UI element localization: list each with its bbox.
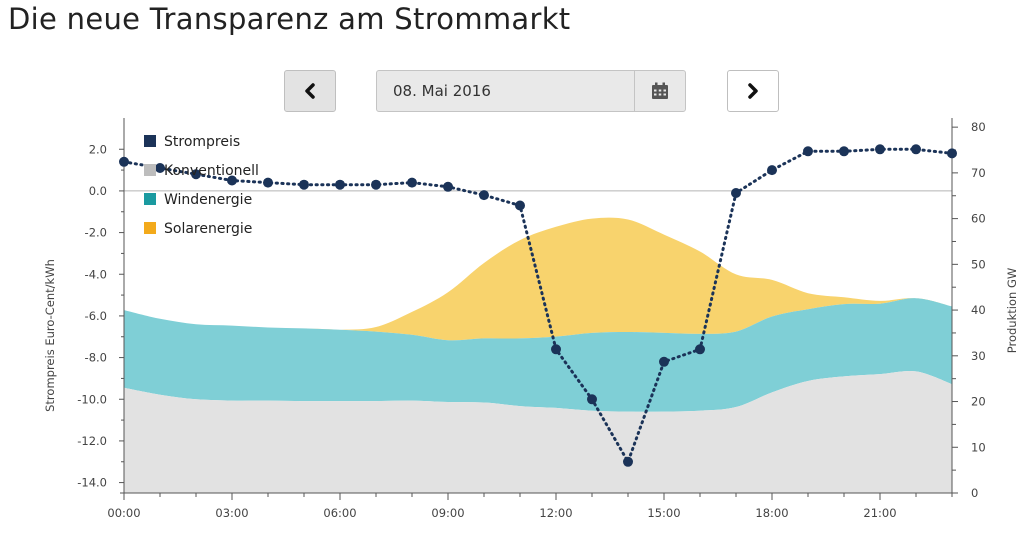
price-point[interactable]: [227, 175, 237, 186]
price-point[interactable]: [515, 200, 525, 211]
left-tick-label: -10.0: [77, 392, 107, 406]
price-point[interactable]: [767, 165, 777, 176]
right-tick-label: 70: [971, 166, 986, 180]
price-point[interactable]: [299, 179, 309, 190]
price-point[interactable]: [911, 144, 921, 155]
price-point[interactable]: [371, 179, 381, 190]
right-tick-label: 80: [971, 120, 986, 134]
price-point[interactable]: [695, 344, 705, 355]
legend-label[interactable]: Konventionell: [164, 163, 259, 179]
area-layer: [124, 217, 952, 493]
price-point[interactable]: [839, 146, 849, 157]
left-tick-label: -4.0: [85, 267, 107, 281]
price-line: [122, 147, 954, 466]
left-tick-label: 0.0: [89, 184, 107, 198]
x-tick-label: 00:00: [107, 506, 140, 520]
next-day-button[interactable]: [727, 70, 779, 112]
left-tick-label: 2.0: [89, 142, 107, 156]
x-tick-label: 09:00: [431, 506, 464, 520]
x-tick-label: 21:00: [863, 506, 896, 520]
legend-swatch: [144, 164, 156, 176]
left-tick-label: -8.0: [85, 351, 107, 365]
legend-swatch: [144, 222, 156, 234]
price-point[interactable]: [587, 394, 597, 405]
calendar-button[interactable]: [634, 71, 685, 111]
price-point[interactable]: [623, 456, 633, 467]
price-point[interactable]: [119, 156, 129, 167]
price-point[interactable]: [407, 177, 417, 188]
x-tick-label: 12:00: [539, 506, 572, 520]
x-tick-label: 03:00: [215, 506, 248, 520]
price-point[interactable]: [803, 146, 813, 157]
legend-label[interactable]: Windenergie: [164, 192, 252, 208]
price-point[interactable]: [479, 190, 489, 201]
price-point[interactable]: [731, 188, 741, 198]
axes-layer: 00:00 03:00 06:00 09:00 12:00 15:00 18:00 21:00…: [43, 118, 1019, 520]
left-tick-label: -6.0: [85, 309, 107, 323]
right-axis-label: Produktion GW: [1005, 268, 1019, 353]
price-point[interactable]: [947, 148, 957, 159]
price-point[interactable]: [191, 169, 201, 180]
legend-swatch: [144, 135, 156, 147]
right-tick-label: 0: [971, 486, 978, 500]
x-tick-label: 18:00: [755, 506, 788, 520]
legend-swatch: [144, 193, 156, 205]
area-windenergie: [124, 298, 952, 412]
chevron-right-icon: [748, 83, 758, 99]
left-tick-label: -2.0: [85, 226, 107, 240]
legend: Strompreis Konventionell Windenergie Solare…: [144, 134, 259, 237]
right-tick-label: 40: [971, 303, 986, 317]
previous-day-button[interactable]: [284, 70, 336, 112]
price-point[interactable]: [659, 356, 669, 367]
x-tick-label: 06:00: [323, 506, 356, 520]
left-axis-label: Strompreis Euro-Cent/kWh: [43, 259, 57, 412]
legend-label[interactable]: Solarenergie: [164, 221, 252, 237]
right-tick-label: 20: [971, 395, 986, 409]
left-tick-label: -12.0: [77, 434, 107, 448]
price-line-layer: [119, 144, 957, 467]
area-solarenergie: [124, 217, 952, 341]
price-point[interactable]: [155, 163, 165, 173]
area-konventionell: [124, 370, 952, 493]
x-tick-label: 15:00: [647, 506, 680, 520]
price-point[interactable]: [551, 344, 561, 355]
left-tick-label: -14.0: [77, 476, 107, 490]
right-tick-label: 10: [971, 440, 986, 454]
legend-label[interactable]: Strompreis: [164, 134, 240, 150]
right-tick-label: 60: [971, 212, 986, 226]
calendar-icon: [652, 82, 668, 99]
right-tick-label: 50: [971, 257, 986, 271]
page-title: Die neue Transparenz am Strommarkt: [8, 2, 571, 36]
right-tick-label: 30: [971, 349, 986, 363]
price-point[interactable]: [335, 179, 345, 190]
date-input[interactable]: [377, 71, 635, 111]
date-picker[interactable]: [376, 70, 686, 112]
price-point[interactable]: [443, 181, 453, 192]
price-point[interactable]: [875, 144, 885, 155]
chevron-left-icon: [305, 83, 315, 99]
price-point[interactable]: [263, 177, 273, 188]
